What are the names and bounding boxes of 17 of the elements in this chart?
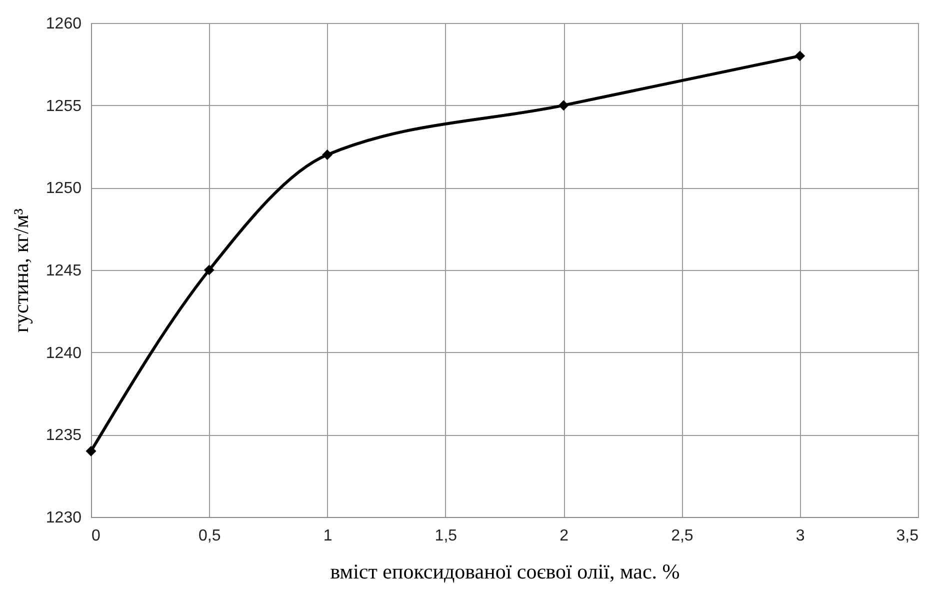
x-tick-label: 0,5	[198, 528, 221, 544]
x-tick-label: 0	[92, 528, 100, 544]
x-tick-label: 2,5	[671, 528, 694, 544]
y-tick-label: 1240	[46, 344, 82, 362]
y-tick-label: 1235	[46, 427, 82, 444]
x-tick-label: 3,5	[896, 528, 919, 544]
x-tick-label: 3	[796, 528, 805, 544]
x-tick-label: 1,5	[434, 528, 458, 544]
y-tick-label: 1245	[46, 262, 82, 280]
x-tick-label: 2	[560, 528, 569, 544]
y-tick-label: 1250	[46, 180, 82, 198]
y-tick-label: 1260	[46, 16, 82, 32]
x-tick-label: 1	[323, 528, 332, 544]
x-axis-title: вміст епоксидованої соєвої олії, мас. %	[330, 560, 680, 584]
y-axis-title: густина, кг/м³	[8, 208, 33, 333]
y-tick-label: 1255	[46, 98, 82, 115]
y-tick-label: 1230	[46, 510, 82, 526]
